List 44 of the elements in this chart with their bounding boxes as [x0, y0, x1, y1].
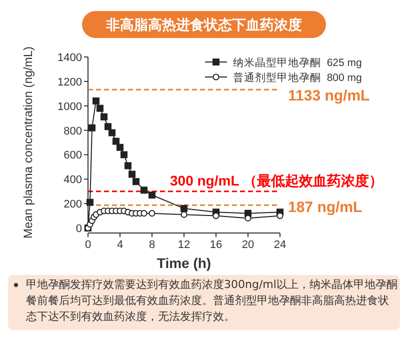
- x-tick-label: 16: [210, 239, 222, 251]
- y-tick-label: 400: [64, 174, 82, 186]
- point: [140, 186, 148, 194]
- y-tick-label: 200: [64, 198, 82, 211]
- chart-title: 非高脂高热进食状态下血药浓度: [105, 16, 302, 32]
- x-tick-label: 24: [274, 239, 286, 251]
- point: [180, 204, 188, 212]
- point: [86, 198, 94, 206]
- y-tick-label: 0: [76, 223, 82, 235]
- x-tick-label: 12: [178, 239, 190, 251]
- point: [100, 113, 108, 120]
- point: [132, 178, 140, 186]
- point: [92, 97, 100, 104]
- point: [116, 144, 124, 151]
- point: [96, 104, 104, 112]
- y-tick-label: 800: [64, 125, 82, 138]
- ref-line-label: 1133 ng/mL: [288, 88, 370, 105]
- x-tick-label: 0: [84, 239, 92, 251]
- point: [148, 210, 156, 217]
- x-tick-label: 4: [116, 239, 124, 251]
- legend-label: 纳米晶型甲地孕酮 625 mg: [233, 56, 362, 69]
- ref-line-label: 300 ng/mL （最低起效血药浓度）: [170, 172, 383, 188]
- point: [128, 170, 136, 178]
- point: [120, 151, 128, 158]
- y-tick-label: 1000: [58, 100, 82, 113]
- legend-label: 普通剂型甲地孕酮 800 mg: [233, 71, 362, 84]
- point: [88, 124, 96, 132]
- y-tick-label: 1400: [58, 52, 82, 64]
- y-tick-label: 1200: [58, 76, 82, 88]
- point: [140, 210, 148, 217]
- point: [104, 123, 112, 130]
- y-axis-title: Mean plasma concentration (ng/mL): [21, 46, 35, 239]
- text: 甲地孕酮发挥疗效需要达到有效血药浓度300ng/ml以上，纳米晶体甲地孕酮餐前餐后均可达到最低有效血药浓度。普通剂型甲地孕酮非高脂高热进食状态下达不到有效血药浓度，无法发挥疗效。: [26, 277, 398, 325]
- x-tick-label: 20: [242, 239, 254, 251]
- point: [112, 138, 120, 145]
- y-tick-label: 600: [64, 150, 82, 162]
- point: [124, 162, 132, 170]
- point: [244, 214, 252, 222]
- x-tick-label: 8: [148, 239, 156, 251]
- x-axis-title: Time (h): [156, 255, 212, 271]
- point: [180, 211, 188, 218]
- ref-line-label: 187 ng/mL: [288, 199, 362, 216]
- point: [108, 129, 116, 136]
- point: [148, 192, 156, 199]
